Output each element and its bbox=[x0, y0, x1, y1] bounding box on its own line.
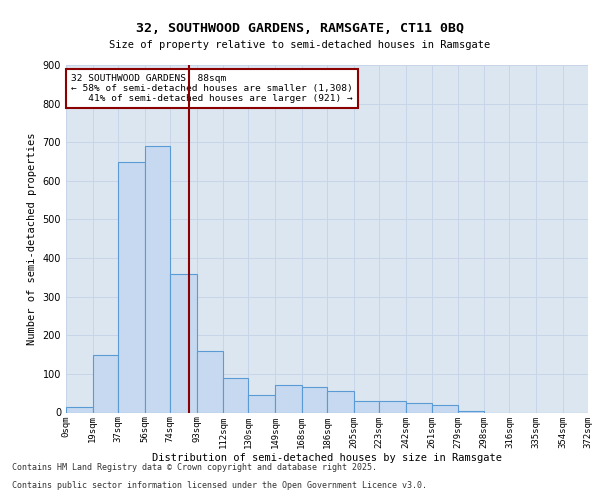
Bar bbox=[406, 403, 432, 412]
Bar bbox=[379, 401, 406, 412]
Bar bbox=[223, 378, 248, 412]
Bar bbox=[353, 401, 379, 412]
Bar bbox=[170, 274, 197, 412]
Bar bbox=[92, 354, 118, 412]
Y-axis label: Number of semi-detached properties: Number of semi-detached properties bbox=[27, 132, 37, 345]
Text: Contains HM Land Registry data © Crown copyright and database right 2025.: Contains HM Land Registry data © Crown c… bbox=[12, 464, 377, 472]
Text: Contains public sector information licensed under the Open Government Licence v3: Contains public sector information licen… bbox=[12, 481, 427, 490]
Text: 32, SOUTHWOOD GARDENS, RAMSGATE, CT11 0BQ: 32, SOUTHWOOD GARDENS, RAMSGATE, CT11 0B… bbox=[136, 22, 464, 36]
Bar bbox=[248, 395, 275, 412]
Bar bbox=[275, 386, 302, 412]
Bar bbox=[197, 350, 223, 412]
Bar bbox=[432, 405, 458, 412]
Bar bbox=[118, 162, 145, 412]
X-axis label: Distribution of semi-detached houses by size in Ramsgate: Distribution of semi-detached houses by … bbox=[152, 453, 502, 463]
Bar bbox=[458, 410, 484, 412]
Bar bbox=[145, 146, 170, 412]
Text: Size of property relative to semi-detached houses in Ramsgate: Size of property relative to semi-detach… bbox=[109, 40, 491, 50]
Bar bbox=[302, 388, 327, 412]
Bar bbox=[66, 406, 92, 412]
Bar bbox=[327, 392, 353, 412]
Text: 32 SOUTHWOOD GARDENS: 88sqm
← 58% of semi-detached houses are smaller (1,308)
  : 32 SOUTHWOOD GARDENS: 88sqm ← 58% of sem… bbox=[71, 74, 353, 104]
